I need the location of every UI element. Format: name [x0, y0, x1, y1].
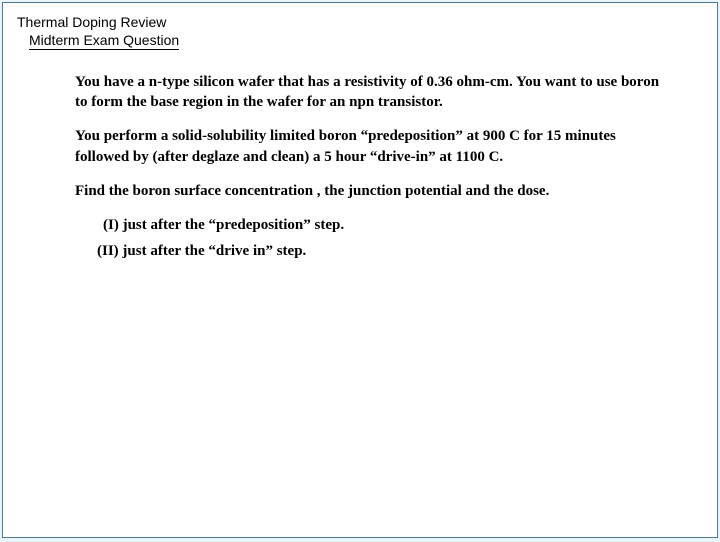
- paragraph-3: Find the boron surface concentration , t…: [75, 181, 663, 201]
- sub-items: (I) just after the “predeposition” step.…: [103, 215, 663, 262]
- slide-page: Thermal Doping Review Midterm Exam Quest…: [2, 2, 718, 538]
- body-content: You have a n-type silicon wafer that has…: [75, 72, 663, 262]
- sub-item-2: (II) just after the “drive in” step.: [97, 241, 663, 261]
- paragraph-2: You perform a solid-solubility limited b…: [75, 126, 663, 167]
- paragraph-1: You have a n-type silicon wafer that has…: [75, 72, 663, 113]
- page-subtitle: Midterm Exam Question: [29, 32, 179, 50]
- page-title: Thermal Doping Review: [17, 13, 703, 32]
- sub-item-1: (I) just after the “predeposition” step.: [103, 215, 663, 235]
